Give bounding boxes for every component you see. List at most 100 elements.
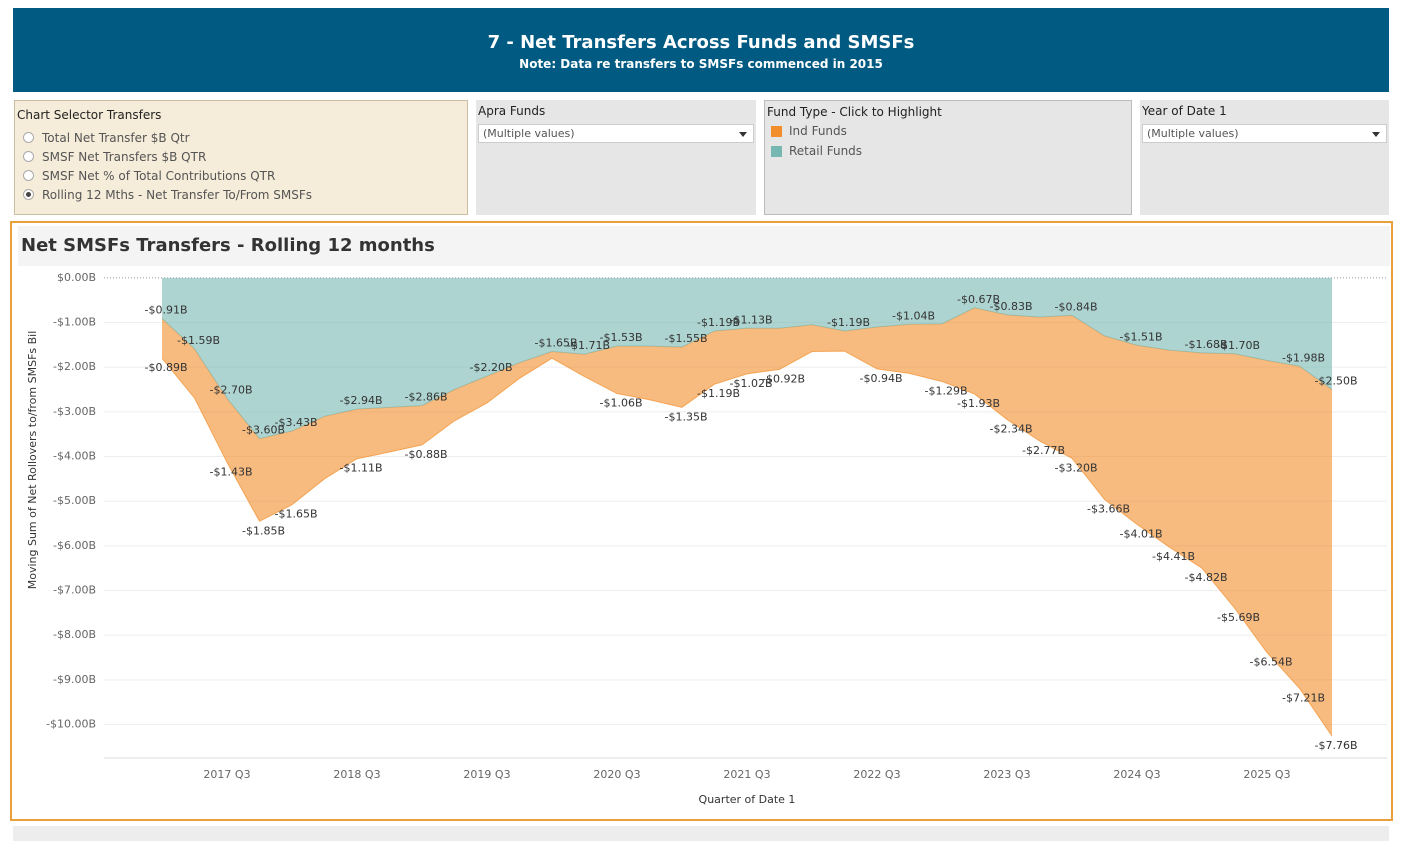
data-label: -$3.43B <box>274 416 317 429</box>
data-label: -$1.68B <box>1184 338 1227 351</box>
data-label: -$1.51B <box>1119 330 1162 343</box>
area-edge <box>161 350 1333 737</box>
chart-title: Net SMSFs Transfers - Rolling 12 months <box>21 235 435 256</box>
data-label: -$1.06B <box>599 397 642 410</box>
data-label: -$2.94B <box>339 394 382 407</box>
data-label: -$4.82B <box>1184 571 1227 584</box>
data-label: -$1.55B <box>664 332 707 345</box>
apra-filter: Apra Funds (Multiple values) <box>476 100 756 215</box>
y-tick-label: -$5.00B <box>53 494 96 507</box>
data-label: -$1.02B <box>729 377 772 390</box>
data-label: -$1.19B <box>697 316 740 329</box>
footer-band <box>13 826 1389 841</box>
x-tick-label: 2021 Q3 <box>723 768 770 781</box>
data-label: -$0.88B <box>404 448 447 461</box>
data-label: -$1.35B <box>664 410 707 423</box>
y-tick-label: $0.00B <box>57 271 96 284</box>
data-label: -$1.93B <box>957 397 1000 410</box>
legend-item[interactable]: Ind Funds <box>767 121 1129 141</box>
option-label: SMSF Net Transfers $B QTR <box>42 149 207 164</box>
y-tick-label: -$4.00B <box>53 449 96 462</box>
data-label: -$1.65B <box>534 337 577 350</box>
x-tick-label: 2018 Q3 <box>333 768 380 781</box>
fund-type-legend: Fund Type - Click to Highlight Ind Funds… <box>764 100 1132 215</box>
x-tick-label: 2024 Q3 <box>1113 768 1160 781</box>
y-tick-label: -$2.00B <box>53 360 96 373</box>
y-tick-label: -$1.00B <box>53 315 96 328</box>
y-tick-label: -$3.00B <box>53 405 96 418</box>
radio-option[interactable]: Total Net Transfer $B Qtr <box>17 128 465 147</box>
data-label: -$7.21B <box>1282 691 1325 704</box>
y-tick-label: -$10.00B <box>46 717 96 730</box>
x-tick-label: 2017 Q3 <box>203 768 250 781</box>
data-label: -$1.43B <box>209 465 252 478</box>
x-tick-label: 2022 Q3 <box>853 768 900 781</box>
radio-button[interactable] <box>23 189 34 200</box>
header: 7 - Net Transfers Across Funds and SMSFs… <box>13 8 1389 92</box>
data-label: -$0.67B <box>957 293 1000 306</box>
chart-selector: Chart Selector Transfers Total Net Trans… <box>14 100 468 215</box>
panel-title: Year of Date 1 <box>1142 104 1227 118</box>
x-tick-label: 2019 Q3 <box>463 768 510 781</box>
x-tick-label: 2020 Q3 <box>593 768 640 781</box>
legend-swatch <box>771 125 782 137</box>
data-label: -$0.89B <box>144 361 187 374</box>
data-label: -$1.70B <box>1217 339 1260 352</box>
radio-option[interactable]: SMSF Net Transfers $B QTR <box>17 147 465 166</box>
area <box>162 307 1332 737</box>
area <box>162 277 1332 439</box>
x-tick-label: 2023 Q3 <box>983 768 1030 781</box>
x-tick-label: 2025 Q3 <box>1243 768 1290 781</box>
data-label: -$2.86B <box>404 391 447 404</box>
data-label: -$1.11B <box>339 462 382 475</box>
radio-group: Total Net Transfer $B Qtr SMSF Net Transf… <box>17 128 465 204</box>
radio-button[interactable] <box>23 170 34 181</box>
chart: Net SMSFs Transfers - Rolling 12 months … <box>18 226 1390 806</box>
legend-item[interactable]: Retail Funds <box>767 141 1129 161</box>
data-label: -$1.59B <box>177 334 220 347</box>
y-tick-label: -$8.00B <box>53 628 96 641</box>
data-label: -$4.41B <box>1152 550 1195 563</box>
data-label: -$1.53B <box>599 331 642 344</box>
data-label: -$3.20B <box>1054 461 1097 474</box>
data-label: -$7.76B <box>1314 739 1357 752</box>
radio-button[interactable] <box>23 132 34 143</box>
dropdown[interactable]: (Multiple values) <box>1142 124 1387 143</box>
data-label: -$0.83B <box>989 300 1032 313</box>
y-tick-label: -$6.00B <box>53 539 96 552</box>
dropdown[interactable]: (Multiple values) <box>478 124 754 143</box>
radio-option[interactable]: Rolling 12 Mths - Net Transfer To/From S… <box>17 185 465 204</box>
option-label: Total Net Transfer $B Qtr <box>42 130 190 145</box>
option-label: Rolling 12 Mths - Net Transfer To/From S… <box>42 187 313 202</box>
legend-label: Retail Funds <box>789 144 863 158</box>
data-label: -$3.66B <box>1087 502 1130 515</box>
data-label: -$2.70B <box>209 383 252 396</box>
x-axis-title: Quarter of Date 1 <box>699 793 796 806</box>
data-label: -$1.65B <box>274 508 317 521</box>
data-label: -$1.29B <box>924 384 967 397</box>
data-label: -$1.71B <box>567 339 610 352</box>
data-label: -$1.13B <box>729 313 772 326</box>
radio-button[interactable] <box>23 151 34 162</box>
year-filter: Year of Date 1 (Multiple values) <box>1140 100 1389 215</box>
data-label: -$2.77B <box>1022 444 1065 457</box>
data-label: -$0.92B <box>762 372 805 385</box>
title-band <box>18 226 1390 266</box>
header-title: 7 - Net Transfers Across Funds and SMSFs <box>487 32 915 53</box>
data-label: -$0.91B <box>144 303 187 316</box>
data-label: -$1.19B <box>827 316 870 329</box>
data-label: -$2.50B <box>1314 374 1357 387</box>
data-label: -$1.04B <box>892 309 935 322</box>
legend: Ind Funds Retail Funds <box>767 121 1129 161</box>
data-label: -$0.84B <box>1054 300 1097 313</box>
panel-title: Fund Type - Click to Highlight <box>767 105 942 119</box>
data-label: -$1.98B <box>1282 351 1325 364</box>
radio-option[interactable]: SMSF Net % of Total Contributions QTR <box>17 166 465 185</box>
chart-container: Net SMSFs Transfers - Rolling 12 months … <box>10 221 1393 821</box>
data-label: -$2.34B <box>989 422 1032 435</box>
data-label: -$0.94B <box>859 372 902 385</box>
data-label: -$6.54B <box>1249 656 1292 669</box>
y-tick-label: -$9.00B <box>53 673 96 686</box>
y-tick-label: -$7.00B <box>53 583 96 596</box>
